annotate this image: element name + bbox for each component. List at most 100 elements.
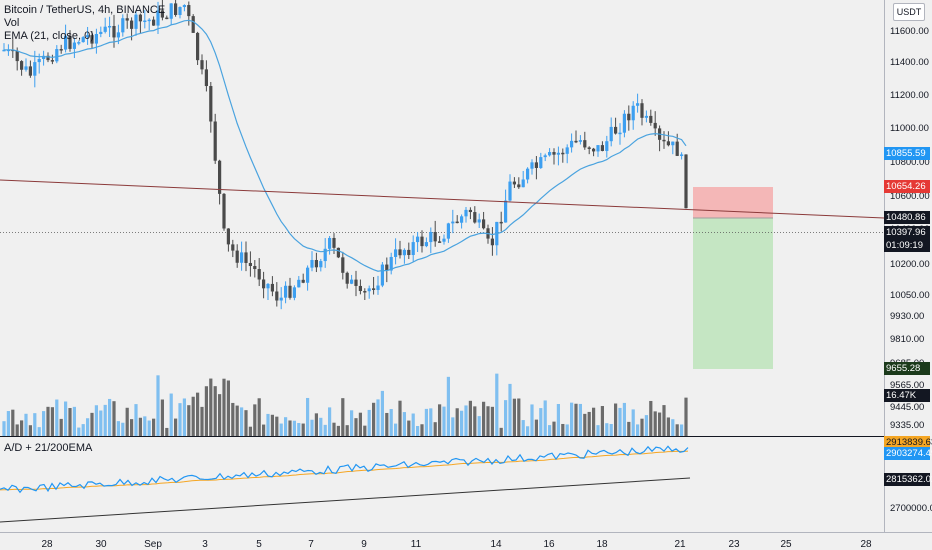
ad-ema21-line bbox=[0, 450, 689, 491]
price-tick-label: 9930.00 bbox=[890, 311, 925, 322]
volume-bar bbox=[583, 413, 587, 436]
volume-bar bbox=[187, 405, 191, 436]
volume-bar bbox=[314, 413, 318, 436]
volume-bar bbox=[24, 413, 28, 436]
candle-body bbox=[191, 16, 195, 33]
volume-bar bbox=[55, 399, 59, 436]
volume-bar bbox=[345, 425, 349, 436]
candle-body bbox=[275, 291, 279, 301]
candle-body bbox=[614, 126, 618, 134]
volume-bar bbox=[561, 423, 565, 436]
indicator-legend[interactable]: A/D + 21/200EMA bbox=[4, 442, 93, 454]
price-tick-label: 10600.00 bbox=[890, 191, 930, 202]
candle-body bbox=[248, 262, 252, 267]
volume-bar bbox=[636, 424, 640, 436]
candle-body bbox=[666, 141, 670, 146]
volume-bar bbox=[442, 406, 446, 436]
volume-bar bbox=[455, 408, 459, 436]
volume-bar bbox=[156, 375, 160, 436]
volume-bar bbox=[433, 422, 437, 436]
volume-bar bbox=[539, 408, 543, 436]
currency-label[interactable]: USDT bbox=[893, 3, 925, 21]
time-tick-label: 11 bbox=[410, 539, 422, 550]
price-tick-label: 11400.00 bbox=[890, 57, 929, 68]
volume-bar bbox=[191, 396, 195, 436]
volume-bar bbox=[376, 399, 380, 436]
candle-body bbox=[429, 231, 433, 243]
volume-bar bbox=[341, 398, 345, 436]
candle-body bbox=[455, 221, 459, 224]
volume-badge: 16.47K bbox=[884, 389, 930, 402]
candle-body bbox=[548, 152, 552, 156]
volume-bar bbox=[72, 406, 76, 436]
candle-body bbox=[332, 237, 336, 248]
volume-bar bbox=[578, 403, 582, 436]
candle-body bbox=[336, 247, 340, 258]
price-tick-label: 9810.00 bbox=[890, 334, 925, 345]
candle-body bbox=[108, 25, 112, 28]
volume-bar bbox=[209, 378, 213, 436]
volume-bar bbox=[94, 405, 98, 436]
candle-body bbox=[530, 162, 534, 169]
volume-bar bbox=[385, 412, 389, 436]
volume-bar bbox=[226, 380, 230, 436]
volume-bar bbox=[438, 404, 442, 436]
symbol-legend[interactable]: Bitcoin / TetherUS, 4h, BINANCE bbox=[4, 4, 166, 16]
volume-bar bbox=[138, 417, 142, 436]
volume-bar bbox=[354, 418, 358, 436]
candle-body bbox=[165, 17, 169, 20]
candle-body bbox=[684, 154, 688, 209]
candle-body bbox=[675, 141, 679, 156]
volume-bar bbox=[350, 410, 354, 436]
candle-body bbox=[174, 3, 178, 15]
volume-bar bbox=[59, 418, 63, 436]
price-tick-label: 11600.00 bbox=[890, 26, 929, 37]
candle-body bbox=[204, 69, 208, 87]
candle-body bbox=[574, 140, 578, 143]
candle-body bbox=[570, 140, 574, 148]
volume-bar bbox=[556, 404, 560, 436]
ema-legend[interactable]: EMA (21, close, 0) bbox=[4, 30, 94, 42]
volume-bar bbox=[464, 405, 468, 436]
candle-body bbox=[380, 264, 384, 286]
candle-body bbox=[2, 49, 6, 52]
candle-body bbox=[596, 145, 600, 152]
time-tick-label: 25 bbox=[780, 539, 792, 550]
candle-body bbox=[288, 285, 292, 298]
volume-bar bbox=[570, 402, 574, 436]
volume-bar bbox=[600, 406, 604, 436]
volume-bar bbox=[380, 390, 384, 436]
candle-body bbox=[257, 269, 261, 280]
candle-body bbox=[552, 152, 556, 155]
time-tick-label: 23 bbox=[728, 539, 740, 550]
volume-bar bbox=[328, 407, 332, 436]
volume-bar bbox=[367, 409, 371, 436]
entry-badge: 10480.86 bbox=[884, 211, 930, 224]
candle-body bbox=[284, 285, 288, 298]
candle-body bbox=[521, 179, 525, 188]
volume-legend[interactable]: Vol bbox=[4, 17, 20, 29]
candle-body bbox=[389, 256, 393, 271]
volume-bar bbox=[50, 407, 54, 436]
volume-bar bbox=[680, 424, 684, 436]
volume-bar bbox=[389, 409, 393, 436]
candle-body bbox=[477, 219, 481, 223]
volume-bar bbox=[270, 414, 274, 436]
countdown-badge: 01:09:19 bbox=[884, 239, 930, 252]
candle-body bbox=[644, 115, 648, 118]
candle-body bbox=[37, 58, 41, 63]
time-tick-label: Sep bbox=[144, 539, 162, 550]
candle-body bbox=[438, 241, 442, 243]
volume-bar bbox=[398, 400, 402, 436]
candle-body bbox=[499, 221, 503, 224]
volume-bar bbox=[169, 393, 173, 436]
volume-bar bbox=[411, 413, 415, 436]
volume-bar bbox=[90, 412, 94, 436]
candle-body bbox=[28, 66, 32, 76]
volume-bar bbox=[11, 409, 15, 436]
candle-body bbox=[416, 236, 420, 243]
ad-line bbox=[0, 445, 689, 494]
volume-bar bbox=[429, 408, 433, 436]
